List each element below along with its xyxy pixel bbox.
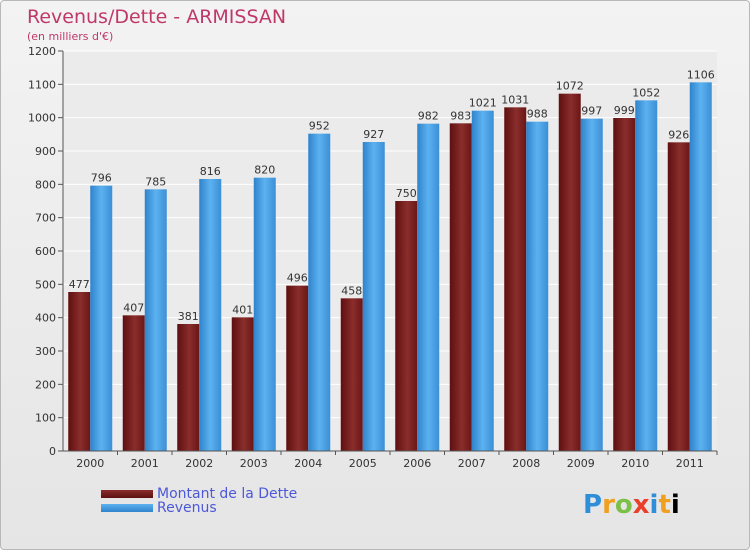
- bar-debt: [177, 324, 200, 451]
- bar-debt: [231, 317, 254, 451]
- bar-debt: [122, 315, 145, 451]
- x-tick-label: 2002: [185, 457, 213, 470]
- bar-debt: [613, 118, 636, 451]
- x-tick-label: 2011: [676, 457, 704, 470]
- data-label-revenus: 952: [309, 120, 330, 133]
- y-tick-label: 200: [35, 378, 56, 391]
- y-tick-label: 0: [49, 445, 56, 458]
- data-label-debt: 1031: [501, 93, 529, 106]
- data-label-debt: 1072: [556, 80, 584, 93]
- y-tick-label: 300: [35, 345, 56, 358]
- bar-revenus: [526, 121, 549, 452]
- bar-revenus: [471, 110, 494, 452]
- chart-subtitle: (en milliers d'€): [27, 30, 114, 43]
- bar-revenus: [362, 142, 385, 451]
- y-tick-label: 800: [35, 178, 56, 191]
- bar-revenus: [144, 189, 167, 452]
- x-tick-label: 2005: [349, 457, 377, 470]
- bar-debt: [667, 142, 690, 452]
- data-label-debt: 496: [287, 272, 308, 285]
- y-tick-label: 900: [35, 145, 56, 158]
- data-label-revenus: 796: [91, 172, 112, 185]
- y-tick-label: 100: [35, 412, 56, 425]
- y-tick-label: 1200: [28, 45, 56, 58]
- bar-revenus: [253, 177, 276, 451]
- data-label-revenus: 816: [200, 165, 221, 178]
- data-label-debt: 926: [668, 128, 689, 141]
- bar-debt: [558, 93, 581, 452]
- legend-swatch-debt: [101, 490, 153, 498]
- data-label-revenus: 820: [254, 164, 275, 177]
- x-tick-label: 2010: [621, 457, 649, 470]
- data-label-revenus: 982: [418, 110, 439, 123]
- bar-revenus: [417, 123, 440, 452]
- data-label-debt: 750: [396, 187, 417, 200]
- y-tick-label: 1100: [28, 78, 56, 91]
- x-tick-label: 2004: [294, 457, 322, 470]
- y-tick-label: 1000: [28, 112, 56, 125]
- bar-revenus: [308, 133, 331, 451]
- data-label-debt: 983: [450, 109, 471, 122]
- data-label-revenus: 785: [145, 175, 166, 188]
- data-label-revenus: 1106: [687, 68, 715, 81]
- bar-debt: [286, 285, 309, 451]
- y-tick-label: 400: [35, 312, 56, 325]
- bar-debt: [340, 298, 363, 451]
- bar-revenus: [689, 82, 712, 451]
- y-tick-label: 600: [35, 245, 56, 258]
- proxiti-logo: Proxiti: [583, 490, 680, 520]
- data-label-debt: 381: [178, 310, 199, 323]
- bar-debt: [504, 107, 527, 451]
- y-tick-label: 500: [35, 278, 56, 291]
- legend-label-revenus: Revenus: [157, 500, 217, 516]
- bar-debt: [395, 201, 418, 451]
- x-tick-label: 2007: [458, 457, 486, 470]
- chart-title: Revenus/Dette - ARMISSAN: [27, 6, 287, 28]
- data-label-revenus: 997: [581, 105, 602, 118]
- data-label-debt: 407: [123, 301, 144, 314]
- data-label-revenus: 927: [363, 128, 384, 141]
- data-label-debt: 477: [69, 278, 90, 291]
- x-tick-label: 2008: [512, 457, 540, 470]
- bar-revenus: [580, 118, 603, 452]
- bar-revenus: [199, 179, 222, 451]
- x-tick-label: 2009: [567, 457, 595, 470]
- bar-revenus: [635, 100, 658, 451]
- data-label-revenus: 1021: [469, 97, 497, 110]
- x-tick-label: 2001: [131, 457, 159, 470]
- bar-debt: [68, 292, 91, 451]
- data-label-revenus: 1052: [632, 86, 660, 99]
- legend-label-debt: Montant de la Dette: [157, 486, 298, 502]
- x-tick-label: 2003: [240, 457, 268, 470]
- bar-debt: [449, 123, 472, 451]
- y-tick-label: 700: [35, 212, 56, 225]
- data-label-revenus: 988: [527, 108, 548, 121]
- data-label-debt: 458: [341, 284, 362, 297]
- data-label-debt: 401: [232, 303, 253, 316]
- x-tick-label: 2000: [76, 457, 104, 470]
- bar-revenus: [90, 185, 113, 451]
- data-label-debt: 999: [614, 104, 635, 117]
- x-tick-label: 2006: [403, 457, 431, 470]
- legend-swatch-revenus: [101, 504, 153, 512]
